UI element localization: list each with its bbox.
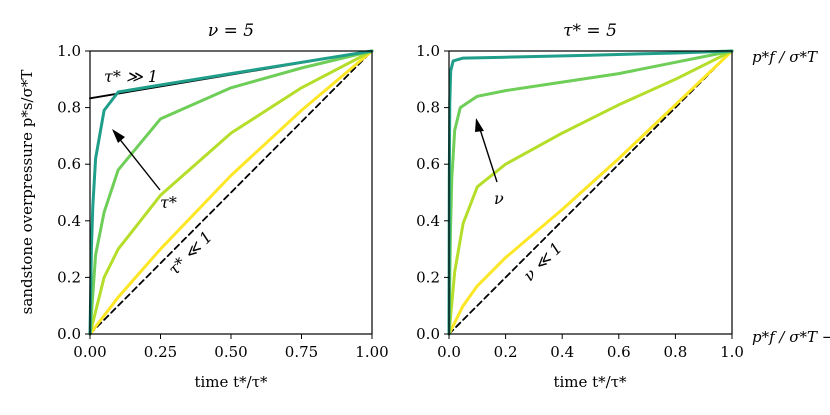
left-x-label-text: time t*/τ*: [194, 373, 268, 391]
y-tick-label-0-3: 0.6: [57, 155, 81, 173]
left-annot-tau-large: τ* ≫ 1: [104, 67, 158, 86]
series-line-1-2: [447, 49, 734, 336]
left-series-group: [88, 49, 374, 336]
x-tick-label-1-2: 0.4: [550, 343, 574, 361]
x-tick-label-0-3: 0.75: [285, 343, 318, 361]
y-tick-label-0-1: 0.2: [57, 268, 81, 286]
left-arrow-line: [113, 131, 161, 191]
left-title: ν = 5: [208, 21, 254, 41]
left-arrow-head: [112, 129, 125, 143]
x-tick-label-0-1: 0.25: [144, 343, 177, 361]
series-line-0-5: [88, 49, 374, 336]
y-tick-label-0-0: 0.0: [57, 325, 81, 343]
right-title: τ* = 5: [563, 21, 617, 41]
y-tick-label-1-1: 0.2: [416, 268, 440, 286]
right-annot-nu: ν: [494, 189, 504, 208]
series-line-1-0: [448, 50, 733, 335]
right-bottom-label: p*f / σ*T − 1: [752, 328, 830, 346]
left-x-label: time t*/τ*: [194, 373, 268, 391]
right-ticks: 0.0 0.2 0.4 0.6 0.8 1.0 0.0 0.2 0.4 0.6 0.8 1.0: [416, 42, 744, 361]
x-tick-label-1-0: 0.0: [437, 343, 461, 361]
right-annot-nu-small: ν ≪ 1: [519, 238, 566, 285]
left-panel: 0.00 0.25 0.50 0.75 1.00 0.0 0.2 0.4 0.6 0.8 1.0 ν…: [18, 21, 389, 391]
x-tick-label-1-1: 0.2: [494, 343, 518, 361]
y-tick-label-1-4: 0.8: [416, 99, 440, 117]
y-tick-label-0-2: 0.4: [57, 212, 81, 230]
series-line-0-3: [88, 49, 374, 336]
y-tick-label-1-2: 0.4: [416, 212, 440, 230]
series-line-1-3: [447, 49, 734, 336]
y-tick-label-0-5: 1.0: [57, 42, 81, 60]
x-tick-label-1-5: 1.0: [720, 343, 744, 361]
right-axes-frame: [448, 50, 733, 335]
y-tick-label-1-0: 0.0: [416, 325, 440, 343]
right-series-group: [447, 49, 734, 336]
y-tick-label-1-5: 1.0: [416, 42, 440, 60]
left-annot-tau: τ*: [160, 193, 177, 212]
right-arrow-line: [477, 122, 498, 183]
series-line-1-1: [447, 49, 734, 336]
left-ticks: 0.00 0.25 0.50 0.75 1.00 0.0 0.2 0.4 0.6 0.8 1.0: [57, 42, 389, 361]
series-line-0-0: [89, 50, 373, 335]
right-x-label: time t*/τ*: [553, 373, 627, 391]
x-tick-label-0-0: 0.00: [73, 343, 106, 361]
x-tick-label-0-2: 0.50: [214, 343, 247, 361]
series-line-0-2: [88, 49, 374, 336]
right-top-label: p*f / σ*T: [752, 48, 818, 66]
x-tick-label-1-4: 0.8: [663, 343, 687, 361]
x-tick-label-1-3: 0.6: [607, 343, 631, 361]
right-arrow-head: [475, 118, 484, 132]
y-tick-label-0-4: 0.8: [57, 99, 81, 117]
left-y-label: sandstone overpressure p*s/σ*T: [18, 70, 36, 315]
right-panel: 0.0 0.2 0.4 0.6 0.8 1.0 0.0 0.2 0.4 0.6 0.8 1.0 τ* …: [416, 21, 830, 391]
x-tick-label-0-4: 1.00: [355, 343, 388, 361]
y-tick-label-1-3: 0.6: [416, 155, 440, 173]
series-line-0-4: [88, 49, 374, 336]
